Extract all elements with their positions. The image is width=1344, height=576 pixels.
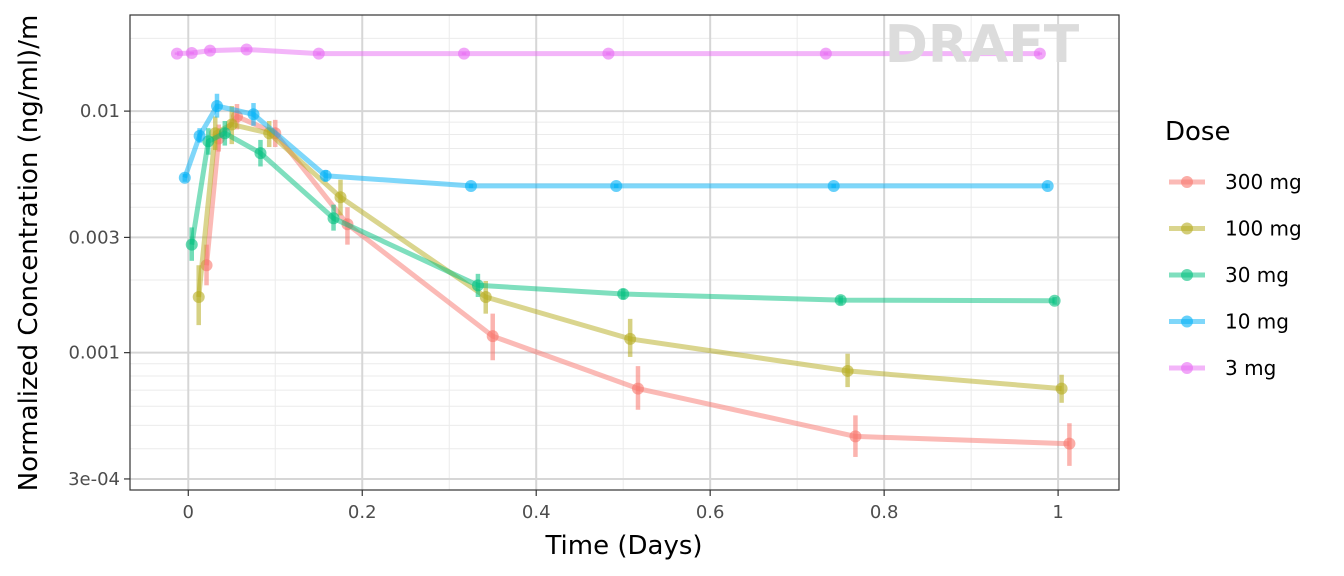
data-point [319, 169, 332, 182]
x-tick-label: 0.2 [348, 502, 377, 523]
x-axis-title: Time (Days) [544, 531, 702, 561]
data-point [185, 238, 198, 251]
series-10-mg [178, 93, 1054, 192]
draft-watermark: DRAFT [885, 15, 1080, 75]
legend-label: 30 mg [1225, 263, 1289, 287]
data-point [827, 179, 840, 192]
legend-label: 300 mg [1225, 170, 1302, 194]
watermark-layer: DRAFT [885, 15, 1080, 75]
data-point [819, 47, 832, 60]
legend-items: 300 mg 100 mg 30 mg 10 mg 3 mg [1169, 170, 1302, 380]
legend-key-point [1181, 222, 1193, 235]
y-tick-label: 3e-04 [68, 469, 120, 490]
x-tick-label: 0.6 [696, 502, 725, 523]
legend-title: Dose [1165, 117, 1230, 147]
data-point [624, 332, 637, 345]
data-point [204, 44, 217, 57]
data-point [1055, 382, 1068, 395]
data-point [193, 129, 206, 142]
y-tick-label: 0.001 [68, 343, 120, 364]
series-3-mg [170, 43, 1046, 60]
panel-border [129, 14, 1120, 491]
legend-item: 300 mg [1169, 170, 1302, 194]
legend-label: 10 mg [1225, 310, 1289, 334]
data-point [178, 171, 191, 184]
data-point [170, 47, 183, 60]
data-point [210, 99, 223, 112]
data-point [1048, 294, 1061, 307]
series-layer [170, 43, 1076, 466]
x-tick-label: 0 [183, 502, 194, 523]
series-30-mg [185, 121, 1061, 307]
data-point [225, 118, 238, 131]
x-tick-label: 1 [1052, 502, 1063, 523]
data-point [312, 47, 325, 60]
legend-key-point [1181, 269, 1193, 281]
data-point [631, 382, 644, 395]
legend-item: 10 mg [1169, 310, 1289, 334]
data-point [617, 287, 630, 300]
legend: Dose 300 mg 100 mg 30 mg 10 mg 3 mg [1165, 117, 1302, 380]
legend-label: 100 mg [1225, 217, 1302, 241]
data-point [240, 43, 253, 56]
data-point [185, 47, 198, 60]
legend-item: 30 mg [1169, 263, 1289, 287]
data-point [327, 212, 340, 225]
data-point [247, 108, 260, 121]
data-point [486, 330, 499, 343]
plot-panel: 0 0.2 0.4 0.6 0.8 1 3e-04 0.001 0.003 0.01 [68, 14, 1120, 523]
data-point [602, 47, 615, 60]
axis-ticks: 0 0.2 0.4 0.6 0.8 1 3e-04 0.001 0.003 0.01 [68, 101, 1064, 523]
data-point [471, 279, 484, 292]
legend-key-point [1181, 315, 1193, 328]
data-point [841, 364, 854, 377]
data-point [610, 179, 623, 192]
data-point [334, 191, 347, 204]
major-gridlines [130, 15, 1119, 490]
legend-key-point [1181, 362, 1193, 374]
x-tick-label: 0.4 [522, 502, 551, 523]
data-point [202, 135, 215, 148]
legend-key-point [1181, 176, 1193, 188]
data-point [1041, 179, 1054, 192]
data-point [464, 179, 477, 192]
data-point [834, 294, 847, 307]
y-axis-title: Normalized Concentration (ng/ml)/m [14, 15, 44, 492]
y-tick-label: 0.003 [68, 227, 120, 248]
legend-item: 3 mg [1169, 356, 1276, 380]
data-point [1033, 47, 1046, 60]
data-point [254, 147, 267, 160]
data-point [218, 127, 231, 140]
data-point [849, 430, 862, 443]
y-tick-label: 0.01 [80, 101, 120, 122]
legend-label: 3 mg [1225, 356, 1276, 380]
data-point [1063, 437, 1076, 450]
x-tick-label: 0.8 [870, 502, 899, 523]
data-point [458, 47, 471, 60]
data-point [192, 290, 205, 303]
legend-item: 100 mg [1169, 217, 1302, 241]
data-point [479, 290, 492, 303]
